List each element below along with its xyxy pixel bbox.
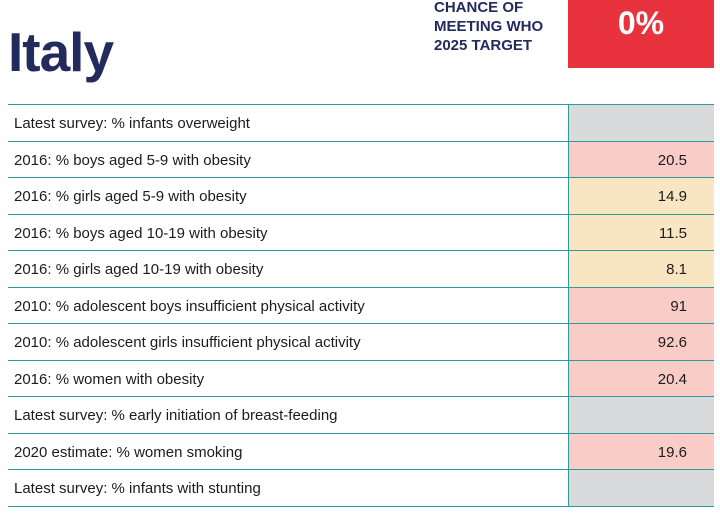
row-value: 20.4 xyxy=(568,360,714,396)
row-label: 2016: % women with obesity xyxy=(14,370,205,388)
table-row: 2016: % women with obesity 20.4 xyxy=(8,360,714,397)
row-label: 2016: % girls aged 10-19 with obesity xyxy=(14,261,264,278)
row-label: 2010: % adolescent girls insufficient ph… xyxy=(14,334,361,351)
row-label: 2016: % girls aged 5-9 with obesity xyxy=(14,188,247,205)
row-value: 91 xyxy=(568,287,714,323)
row-label: Latest survey: % early initiation of bre… xyxy=(14,407,338,424)
row-label: 2010: % adolescent boys insufficient phy… xyxy=(14,297,365,315)
row-value: 92.6 xyxy=(568,324,714,360)
target-value-badge: 0% xyxy=(568,0,714,68)
table-row: 2016: % girls aged 5-9 with obesity 14.9 xyxy=(8,178,714,215)
row-value: 11.5 xyxy=(568,214,714,250)
table-row: 2010: % adolescent boys insufficient phy… xyxy=(8,287,714,324)
row-label: Latest survey: % infants with stunting xyxy=(14,480,261,497)
row-value xyxy=(568,470,714,506)
row-value: 14.9 xyxy=(568,178,714,214)
row-label: Latest survey: % infants overweight xyxy=(14,115,250,132)
table-row: 2016: % boys aged 5-9 with obesity 20.5 xyxy=(8,141,714,178)
row-value xyxy=(568,397,714,433)
row-value: 20.5 xyxy=(568,141,714,177)
row-label: 2016: % boys aged 10-19 with obesity xyxy=(14,224,268,242)
country-title: Italy xyxy=(8,21,114,83)
row-value: 19.6 xyxy=(568,433,714,469)
target-label: CHANCE OF MEETING WHO 2025 TARGET xyxy=(434,0,544,54)
table-row: 2020 estimate: % women smoking 19.6 xyxy=(8,433,714,470)
table-row: Latest survey: % early initiation of bre… xyxy=(8,397,714,434)
table-row: 2010: % adolescent girls insufficient ph… xyxy=(8,324,714,361)
row-label: 2020 estimate: % women smoking xyxy=(14,443,243,461)
row-label: 2016: % boys aged 5-9 with obesity xyxy=(14,151,251,169)
table-row: 2016: % girls aged 10-19 with obesity 8.… xyxy=(8,251,714,288)
table-row: Latest survey: % infants with stunting xyxy=(8,470,714,507)
table-row: 2016: % boys aged 10-19 with obesity 11.… xyxy=(8,214,714,251)
table-row: Latest survey: % infants overweight xyxy=(8,105,714,142)
row-value xyxy=(568,105,714,141)
indicator-table: Latest survey: % infants overweight 2016… xyxy=(8,104,714,507)
row-value: 8.1 xyxy=(568,251,714,287)
